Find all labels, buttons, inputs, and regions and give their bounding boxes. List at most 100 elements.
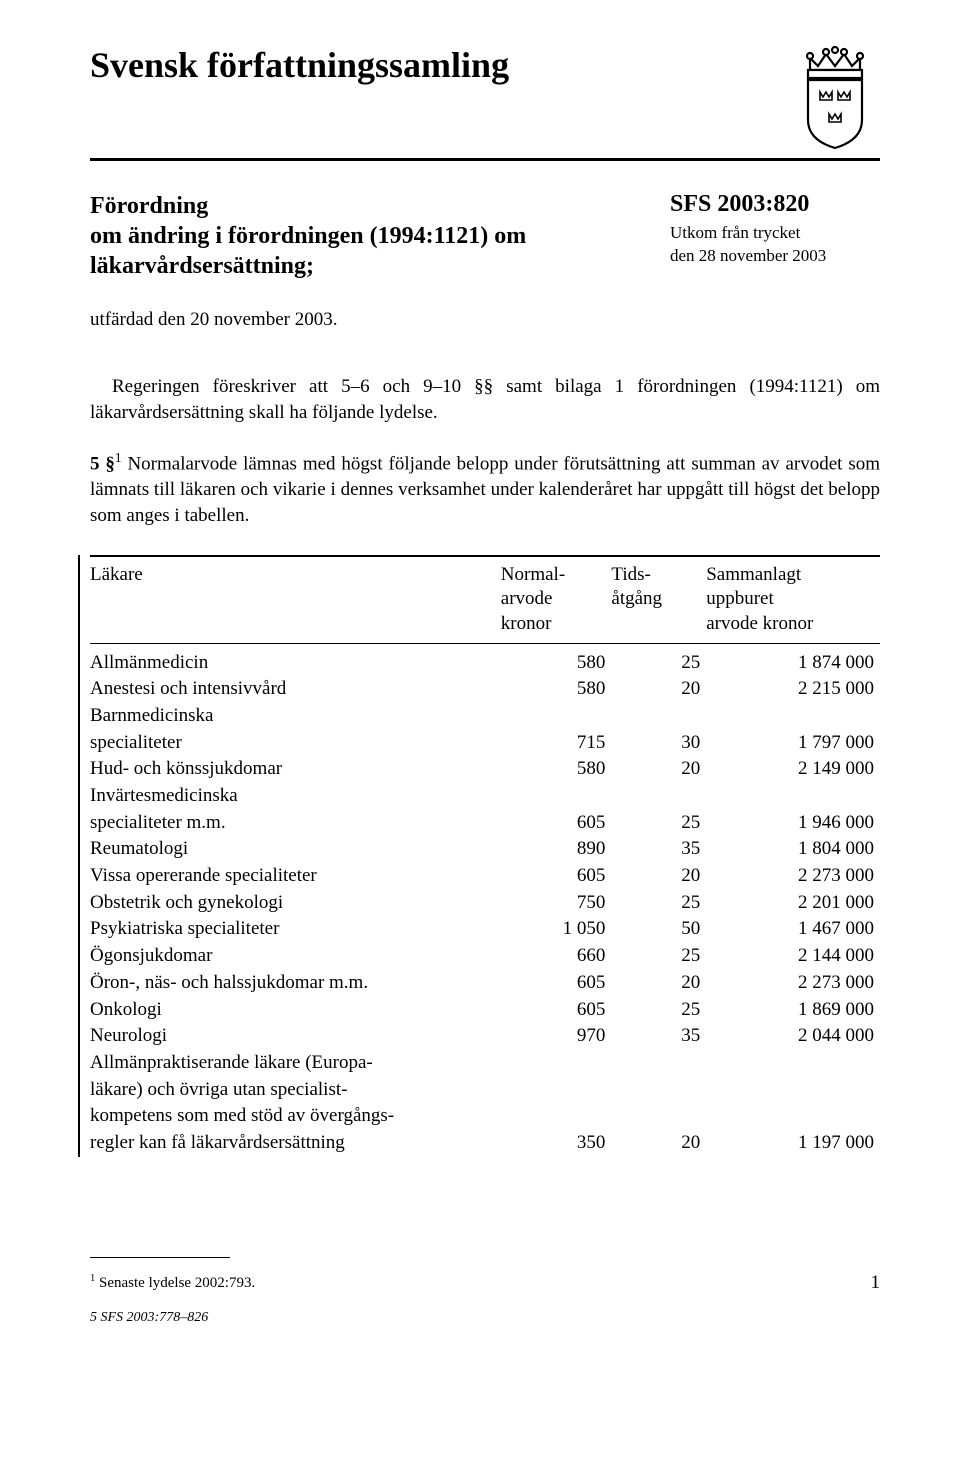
table-row: Reumatologi890351 804 000 — [90, 836, 880, 863]
cell-sammanlagt: 2 215 000 — [706, 676, 880, 703]
table-row: läkare) och övriga utan specialist- — [90, 1077, 880, 1104]
cell-normal — [501, 1103, 612, 1130]
cell-tids: 20 — [611, 676, 706, 703]
th-samman-3: arvode kronor — [706, 613, 813, 634]
cell-normal: 605 — [501, 863, 612, 890]
cell-normal: 580 — [501, 650, 612, 677]
cell-label: Hud- och könssjukdomar — [90, 756, 501, 783]
cell-label: Reumatologi — [90, 836, 501, 863]
cell-sammanlagt — [706, 1077, 880, 1104]
cell-tids: 25 — [611, 810, 706, 837]
cell-label: Öron-, näs- och halssjukdomar m.m. — [90, 970, 501, 997]
cell-tids — [611, 1103, 706, 1130]
issued-date: utfärdad den 20 november 2003. — [90, 309, 630, 331]
table-row: Anestesi och intensivvård580202 215 000 — [90, 676, 880, 703]
cell-label: Psykiatriska specialiteter — [90, 916, 501, 943]
cell-label: Obstetrik och gynekologi — [90, 890, 501, 917]
cell-tids — [611, 783, 706, 810]
sfs-meta-line2: den 28 november 2003 — [670, 246, 826, 265]
cell-label: Anestesi och intensivvård — [90, 676, 501, 703]
th-samman-1: Sammanlagt — [706, 564, 801, 585]
cell-tids: 25 — [611, 997, 706, 1024]
table-row: Neurologi970352 044 000 — [90, 1023, 880, 1050]
change-bar: Läkare Normal- arvode kronor Tids- åtgån… — [78, 555, 880, 1157]
cell-sammanlagt — [706, 1050, 880, 1077]
preamble: Regeringen föreskriver att 5–6 och 9–10 … — [90, 374, 880, 425]
paragraph-5: 5 §1 Normalarvode lämnas med högst följa… — [90, 449, 880, 528]
th-normal: Normal- arvode kronor — [501, 561, 612, 639]
cell-normal: 605 — [501, 810, 612, 837]
footnote-rule — [90, 1257, 230, 1258]
cell-sammanlagt: 2 149 000 — [706, 756, 880, 783]
table-row: Öron-, näs- och halssjukdomar m.m.605202… — [90, 970, 880, 997]
cell-normal: 970 — [501, 1023, 612, 1050]
cell-sammanlagt — [706, 783, 880, 810]
para-5-lead: 5 § — [90, 454, 115, 475]
para-5-footnote-ref: 1 — [115, 450, 122, 465]
cell-sammanlagt: 1 946 000 — [706, 810, 880, 837]
table-row: Allmänpraktiserande läkare (Europa- — [90, 1050, 880, 1077]
table-row: Hud- och könssjukdomar580202 149 000 — [90, 756, 880, 783]
th-tids: Tids- åtgång — [611, 561, 706, 639]
fee-table-body: Allmänmedicin580251 874 000Anestesi och … — [90, 650, 880, 1157]
cell-tids: 20 — [611, 970, 706, 997]
ordinance-line1: Förordning — [90, 193, 208, 219]
cell-label: kompetens som med stöd av övergångs- — [90, 1103, 501, 1130]
table-row: specialiteter m.m.605251 946 000 — [90, 810, 880, 837]
cell-tids: 35 — [611, 836, 706, 863]
sfs-meta-line1: Utkom från trycket — [670, 223, 800, 242]
cell-sammanlagt: 1 874 000 — [706, 650, 880, 677]
cell-sammanlagt — [706, 1103, 880, 1130]
ordinance-line2: om ändring i förordningen (1994:1121) om — [90, 223, 526, 249]
sfs-number: SFS 2003:820 — [670, 191, 880, 218]
cell-label: regler kan få läkarvårdsersättning — [90, 1130, 501, 1157]
table-top-rule — [90, 555, 880, 557]
cell-sammanlagt: 2 273 000 — [706, 863, 880, 890]
cell-normal: 1 050 — [501, 916, 612, 943]
cell-tids: 25 — [611, 943, 706, 970]
footnote-text: Senaste lydelse 2002:793. — [95, 1275, 255, 1291]
cell-tids: 20 — [611, 756, 706, 783]
cell-tids — [611, 1077, 706, 1104]
cell-normal: 890 — [501, 836, 612, 863]
cell-label: Ögonsjukdomar — [90, 943, 501, 970]
cell-sammanlagt: 1 467 000 — [706, 916, 880, 943]
footnote: 1 Senaste lydelse 2002:793. — [90, 1273, 880, 1292]
table-row: Invärtesmedicinska — [90, 783, 880, 810]
cell-sammanlagt: 2 273 000 — [706, 970, 880, 997]
cell-tids: 20 — [611, 863, 706, 890]
th-normal-3: kronor — [501, 613, 552, 634]
cell-label: Barnmedicinska — [90, 703, 501, 730]
cell-sammanlagt: 1 197 000 — [706, 1130, 880, 1157]
cell-tids: 20 — [611, 1130, 706, 1157]
cell-label: Vissa opererande specialiteter — [90, 863, 501, 890]
ordinance-heading: Förordning om ändring i förordningen (19… — [90, 191, 630, 281]
th-lakare: Läkare — [90, 561, 501, 639]
header-rule — [90, 158, 880, 161]
cell-sammanlagt: 1 869 000 — [706, 997, 880, 1024]
cell-sammanlagt: 2 201 000 — [706, 890, 880, 917]
cell-normal: 350 — [501, 1130, 612, 1157]
cell-tids: 50 — [611, 916, 706, 943]
ordinance-line3: läkarvårdsersättning; — [90, 253, 314, 279]
page-number: 1 — [871, 1272, 881, 1294]
cell-label: specialiteter — [90, 730, 501, 757]
cell-normal — [501, 1077, 612, 1104]
cell-normal: 750 — [501, 890, 612, 917]
th-tids-1: Tids- — [611, 564, 650, 585]
cell-label: Neurologi — [90, 1023, 501, 1050]
table-row: Onkologi605251 869 000 — [90, 997, 880, 1024]
cell-sammanlagt: 1 797 000 — [706, 730, 880, 757]
cell-sammanlagt — [706, 703, 880, 730]
cell-label: Allmänmedicin — [90, 650, 501, 677]
fee-table: Läkare Normal- arvode kronor Tids- åtgån… — [90, 561, 880, 639]
table-row: Vissa opererande specialiteter605202 273… — [90, 863, 880, 890]
cell-normal — [501, 1050, 612, 1077]
th-normal-2: arvode — [501, 588, 553, 609]
cell-sammanlagt: 1 804 000 — [706, 836, 880, 863]
sheet-reference: 5 SFS 2003:778–826 — [90, 1310, 880, 1326]
cell-normal: 605 — [501, 970, 612, 997]
cell-sammanlagt: 2 144 000 — [706, 943, 880, 970]
cell-tids — [611, 1050, 706, 1077]
cell-tids: 25 — [611, 890, 706, 917]
